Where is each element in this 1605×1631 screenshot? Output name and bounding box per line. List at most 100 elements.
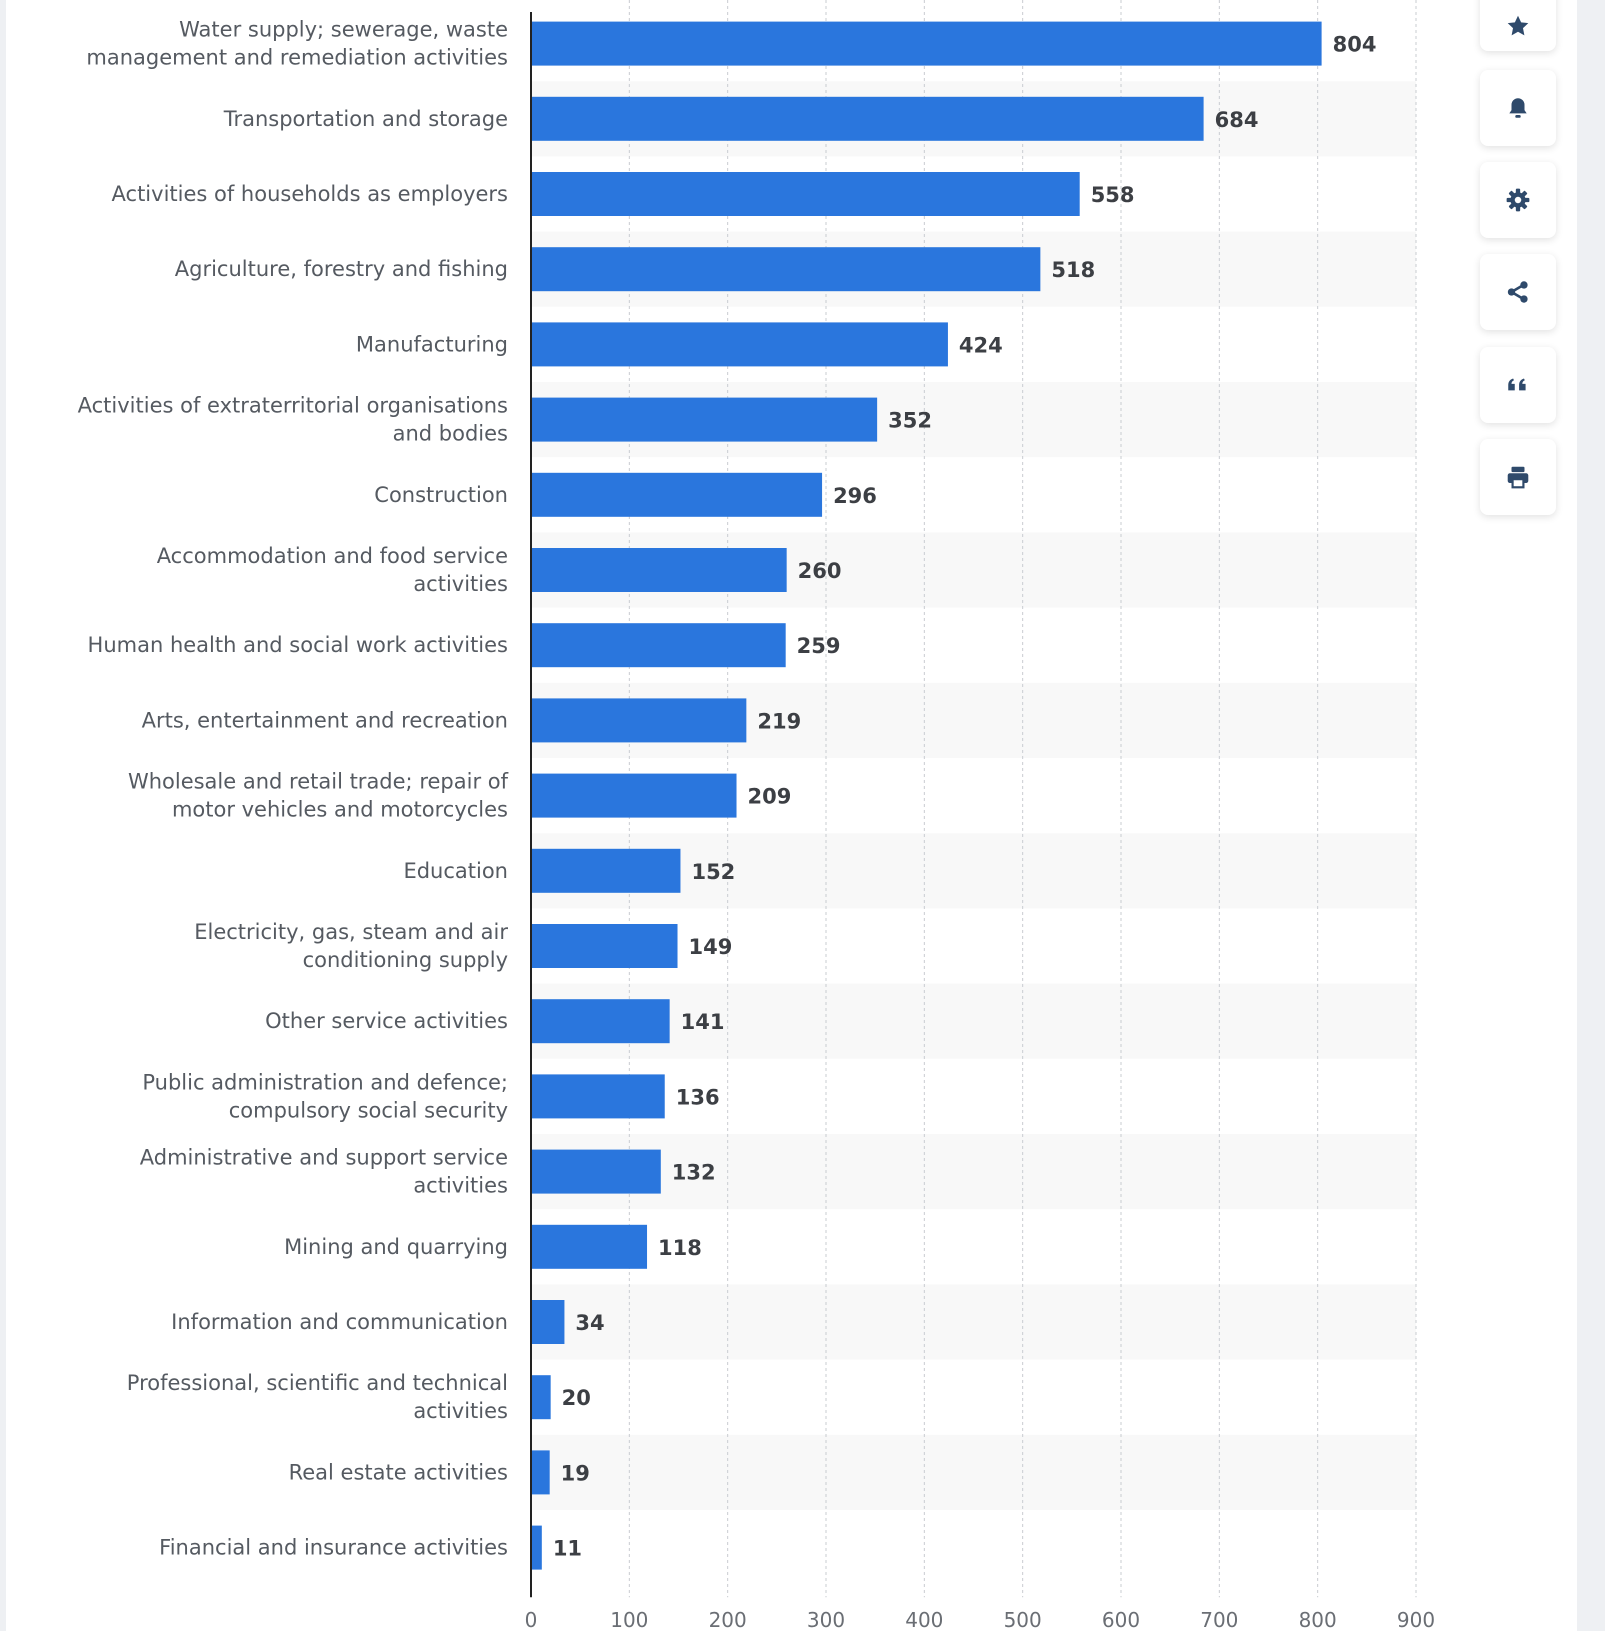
data-label: 296 <box>833 484 877 508</box>
bar[interactable] <box>531 924 678 968</box>
row-stripe <box>531 983 1416 1059</box>
bar[interactable] <box>531 1525 542 1570</box>
category-label-line: Transportation and storage <box>223 107 508 131</box>
category-label: Electricity, gas, steam and air condition… <box>194 920 508 972</box>
bar[interactable] <box>531 848 681 893</box>
cite-button[interactable] <box>1480 347 1556 423</box>
category-label: Mining and quarrying <box>284 1235 508 1259</box>
data-label: 141 <box>681 1010 725 1034</box>
bell-icon <box>1505 95 1531 121</box>
data-label: 132 <box>672 1161 716 1185</box>
x-tick-label: 700 <box>1200 1608 1238 1631</box>
bar-chart: 0 100 200 300 400 500 600 700 800 900 804 Water sup… <box>78 0 1435 1631</box>
category-label-line: Arts, entertainment and recreation <box>142 708 508 732</box>
category-label: Wholesale and retail trade; repair of mot… <box>128 770 509 822</box>
category-label-line: Human health and social work activities <box>88 633 508 657</box>
category-label-line: activities <box>413 572 508 596</box>
data-label: 260 <box>798 559 842 583</box>
category-label-line: Real estate activities <box>289 1460 508 1484</box>
category-label: Activities of households as employers <box>112 182 508 206</box>
category-label: Professional, scientific and technical ac… <box>127 1371 508 1423</box>
x-tick-label: 400 <box>905 1608 943 1631</box>
x-tick-label: 600 <box>1102 1608 1140 1631</box>
category-label-line: Professional, scientific and technical <box>127 1371 508 1395</box>
bar[interactable] <box>531 96 1204 141</box>
data-label: 219 <box>757 709 801 733</box>
category-label: Accommodation and food service activities <box>157 544 508 596</box>
category-label: Human health and social work activities <box>88 633 508 657</box>
row-stripe <box>531 1134 1416 1210</box>
category-label-line: Information and communication <box>171 1310 508 1334</box>
settings-button[interactable] <box>1480 162 1556 238</box>
notification-button[interactable] <box>1480 70 1556 146</box>
x-tick-label: 300 <box>807 1608 845 1631</box>
data-label: 424 <box>959 333 1003 357</box>
category-label-line: Agriculture, forestry and fishing <box>175 257 508 281</box>
bar[interactable] <box>531 1450 550 1495</box>
category-label-line: Financial and insurance activities <box>159 1536 508 1560</box>
data-label: 118 <box>658 1236 702 1260</box>
data-label: 19 <box>561 1461 590 1485</box>
category-label: Administrative and support service activi… <box>140 1146 508 1198</box>
data-label: 34 <box>575 1311 604 1335</box>
x-tick-label: 900 <box>1397 1608 1435 1631</box>
data-label: 518 <box>1051 258 1095 282</box>
bar[interactable] <box>531 1074 665 1119</box>
bar[interactable] <box>531 1300 565 1344</box>
category-label: Activities of extraterritorial organisat… <box>78 394 508 446</box>
x-tick-label: 800 <box>1299 1608 1337 1631</box>
data-label: 352 <box>888 409 932 433</box>
x-tick-label: 100 <box>610 1608 648 1631</box>
category-label-line: Activities of households as employers <box>112 182 508 206</box>
bar[interactable] <box>531 623 786 668</box>
category-label: Construction <box>374 483 508 507</box>
data-label: 558 <box>1091 183 1135 207</box>
category-label: Transportation and storage <box>223 107 508 131</box>
bar[interactable] <box>531 472 823 517</box>
category-label-line: Education <box>403 859 508 883</box>
bar[interactable] <box>531 1149 661 1194</box>
category-label: Financial and insurance activities <box>159 1536 508 1560</box>
gear-icon <box>1505 187 1531 213</box>
category-label-line: and bodies <box>393 422 508 446</box>
x-tick-label: 0 <box>525 1608 538 1631</box>
category-label-line: activities <box>413 1174 508 1198</box>
bar[interactable] <box>531 548 787 592</box>
bar[interactable] <box>531 322 948 367</box>
share-button[interactable] <box>1480 254 1556 330</box>
category-label: Education <box>403 859 508 883</box>
category-label-line: Water supply; sewerage, waste <box>179 18 508 42</box>
print-button[interactable] <box>1480 439 1556 515</box>
row-stripe <box>531 1284 1416 1360</box>
data-label: 152 <box>691 860 735 884</box>
bar[interactable] <box>531 1375 551 1420</box>
category-label-line: conditioning supply <box>303 948 508 972</box>
category-label-line: compulsory social security <box>229 1098 508 1122</box>
bar[interactable] <box>531 1224 648 1269</box>
bar[interactable] <box>531 172 1080 216</box>
bar[interactable] <box>531 999 670 1044</box>
bar[interactable] <box>531 397 878 442</box>
bar[interactable] <box>531 247 1041 292</box>
category-label: Information and communication <box>171 1310 508 1334</box>
bar[interactable] <box>531 698 747 743</box>
category-label-line: Administrative and support service <box>140 1146 508 1170</box>
category-label-line: Construction <box>374 483 508 507</box>
x-tick-label: 200 <box>709 1608 747 1631</box>
data-label: 136 <box>676 1085 720 1109</box>
data-label: 149 <box>689 935 733 959</box>
category-label: Agriculture, forestry and fishing <box>175 257 508 281</box>
category-label-line: Activities of extraterritorial organisat… <box>78 394 508 418</box>
bar[interactable] <box>531 21 1322 66</box>
category-label: Other service activities <box>265 1009 508 1033</box>
data-label: 804 <box>1333 33 1377 57</box>
category-label-line: Manufacturing <box>356 332 508 356</box>
favorite-button[interactable] <box>1480 0 1556 51</box>
category-label: Water supply; sewerage, waste management … <box>86 18 508 70</box>
data-label: 20 <box>562 1386 591 1410</box>
category-label-line: Accommodation and food service <box>157 544 508 568</box>
category-label-line: motor vehicles and motorcycles <box>172 798 508 822</box>
data-label: 11 <box>553 1537 582 1561</box>
category-label-line: Public administration and defence; <box>142 1070 508 1094</box>
bar[interactable] <box>531 773 737 818</box>
